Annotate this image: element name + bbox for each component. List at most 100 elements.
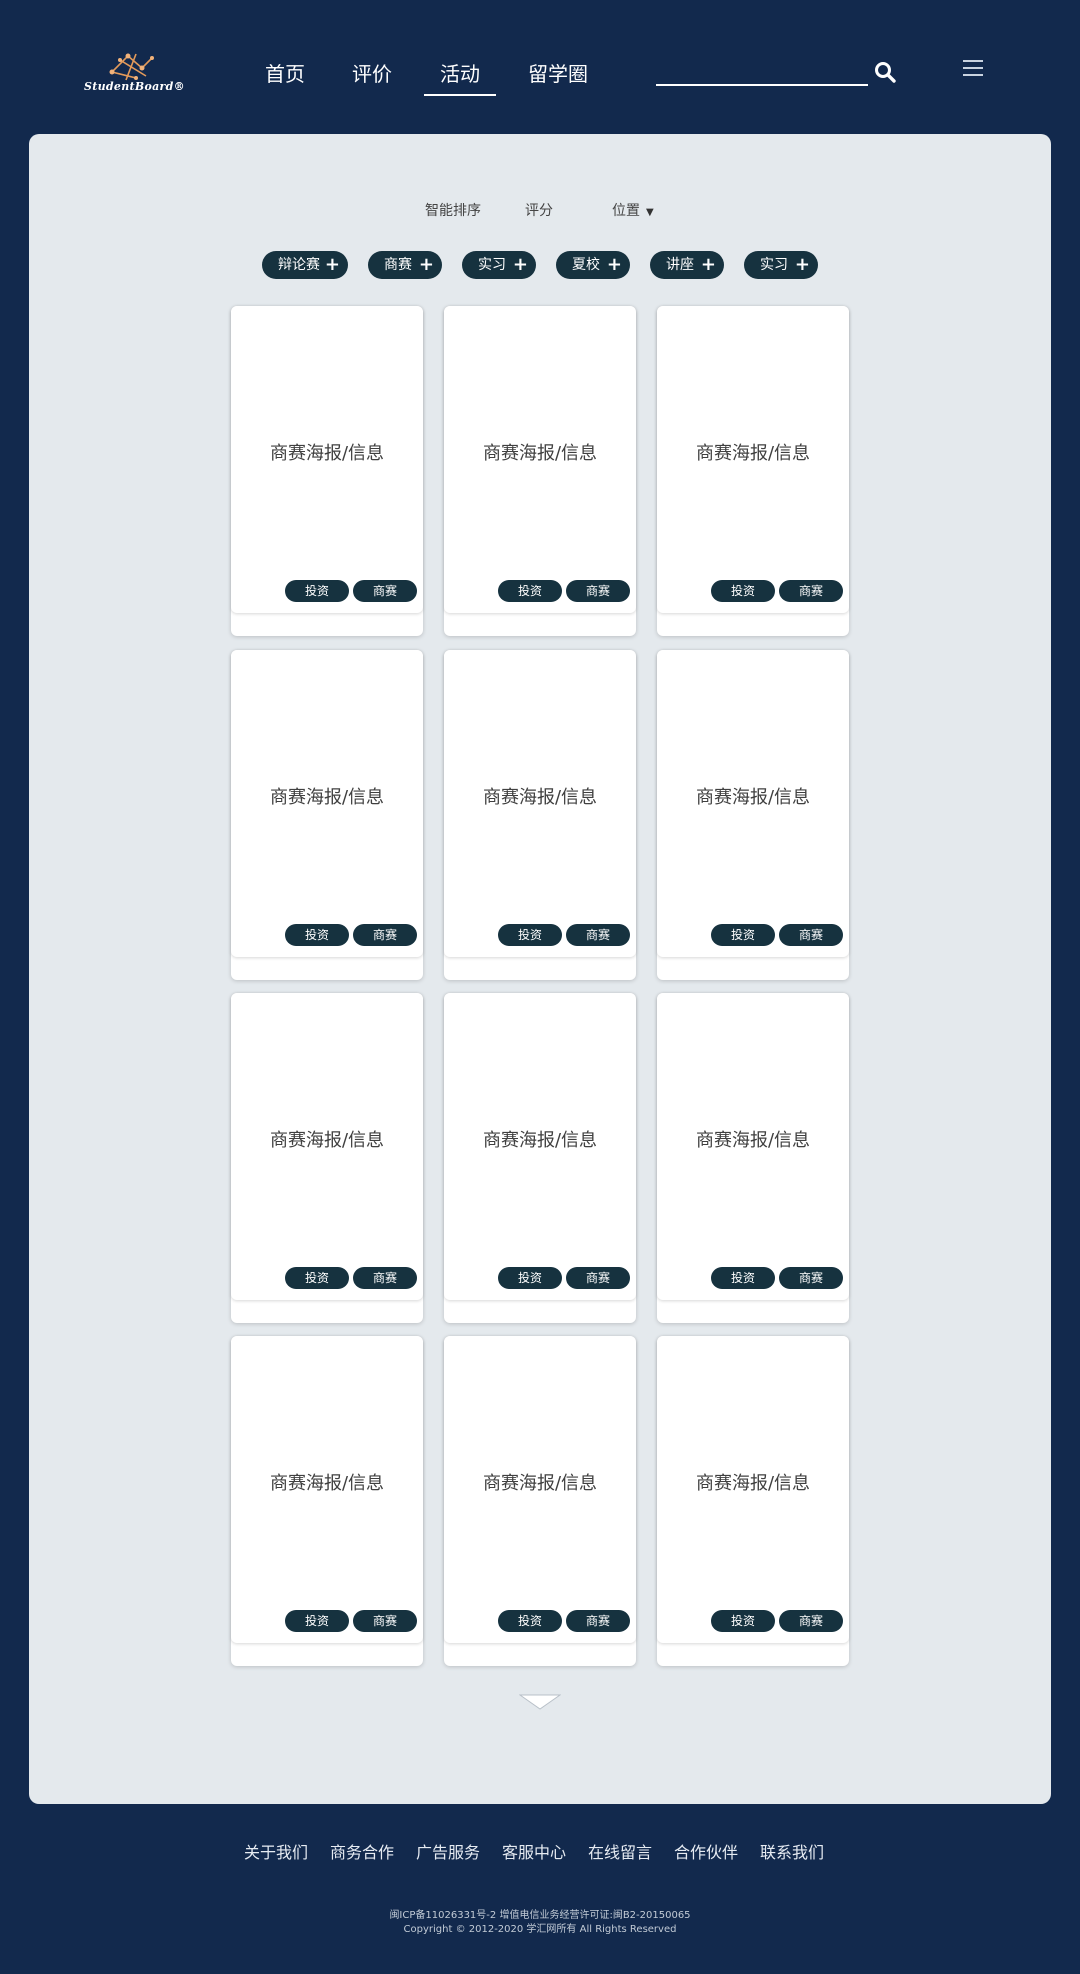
nav-activities[interactable]: 活动: [424, 58, 496, 96]
caret-down-icon: ▼: [646, 207, 654, 218]
tag-internship-2[interactable]: 实习 +: [744, 251, 818, 279]
footer-link-partners[interactable]: 合作伙伴: [674, 1843, 739, 1862]
card-tag-investment[interactable]: 投资: [711, 1610, 775, 1632]
sort-smart[interactable]: 智能排序: [425, 203, 481, 219]
card-title: 商赛海报/信息: [269, 1130, 385, 1151]
card-tag-business-competition[interactable]: 商赛: [779, 580, 843, 602]
plus-icon: +: [324, 254, 340, 275]
card-tag-investment[interactable]: 投资: [285, 1267, 349, 1289]
tag-internship[interactable]: 实习 +: [462, 251, 536, 279]
tag-label: 辩论赛: [278, 257, 320, 273]
activity-card[interactable]: 商赛海报/信息 投资 商赛: [444, 306, 636, 636]
activity-card[interactable]: 商赛海报/信息 投资 商赛: [231, 650, 423, 980]
card-tag-business-competition[interactable]: 商赛: [566, 924, 630, 946]
card-tag-investment[interactable]: 投资: [285, 1610, 349, 1632]
copyright: Copyright © 2012-2020 学汇网所有 All Rights R…: [403, 1924, 677, 1935]
sort-bar: 智能排序 评分 位置 ▼: [0, 200, 1080, 220]
tag-label: 实习: [760, 257, 788, 273]
activity-card[interactable]: 商赛海报/信息 投资 商赛: [444, 1336, 636, 1666]
activity-card[interactable]: 商赛海报/信息 投资 商赛: [657, 993, 849, 1323]
activity-card[interactable]: 商赛海报/信息 投资 商赛: [231, 306, 423, 636]
card-tag-business-competition[interactable]: 商赛: [779, 924, 843, 946]
activity-card[interactable]: 商赛海报/信息 投资 商赛: [657, 650, 849, 980]
plus-icon: +: [512, 254, 528, 275]
tag-label: 夏校: [572, 257, 600, 273]
card-tag-business-competition[interactable]: 商赛: [353, 1267, 417, 1289]
card-title: 商赛海报/信息: [695, 787, 811, 808]
card-tag-investment[interactable]: 投资: [285, 924, 349, 946]
site-logo[interactable]: StudentBoard®: [82, 50, 192, 100]
search-underline: [656, 84, 868, 86]
footer-link-ads[interactable]: 广告服务: [416, 1843, 481, 1862]
nav-study-abroad-circle[interactable]: 留学圈: [528, 62, 588, 86]
card-title: 商赛海报/信息: [482, 1130, 598, 1151]
card-tag-business-competition[interactable]: 商赛: [353, 924, 417, 946]
nav-reviews[interactable]: 评价: [352, 62, 392, 86]
card-tag-business-competition[interactable]: 商赛: [353, 1610, 417, 1632]
sort-rating[interactable]: 评分: [525, 203, 553, 219]
card-front: 商赛海报/信息 投资 商赛: [444, 1336, 636, 1643]
card-title: 商赛海报/信息: [482, 787, 598, 808]
tag-lecture[interactable]: 讲座 +: [650, 251, 724, 279]
card-tag-investment[interactable]: 投资: [711, 1267, 775, 1289]
card-front: 商赛海报/信息 投资 商赛: [657, 993, 849, 1300]
search-icon[interactable]: [873, 60, 897, 84]
card-front: 商赛海报/信息 投资 商赛: [657, 1336, 849, 1643]
tag-label: 商赛: [384, 257, 412, 273]
card-tag-investment[interactable]: 投资: [711, 580, 775, 602]
activity-card[interactable]: 商赛海报/信息 投资 商赛: [657, 1336, 849, 1666]
footer-link-contact[interactable]: 联系我们: [760, 1843, 825, 1862]
tag-summer-school[interactable]: 夏校 +: [556, 251, 630, 279]
sort-location-label: 位置: [612, 203, 640, 219]
footer-link-message[interactable]: 在线留言: [588, 1843, 653, 1862]
card-front: 商赛海报/信息 投资 商赛: [231, 1336, 423, 1643]
card-tag-investment[interactable]: 投资: [498, 1610, 562, 1632]
card-tag-investment[interactable]: 投资: [498, 580, 562, 602]
tag-label: 讲座: [666, 257, 694, 273]
card-title: 商赛海报/信息: [482, 1473, 598, 1494]
card-front: 商赛海报/信息 投资 商赛: [231, 993, 423, 1300]
tag-business-competition[interactable]: 商赛 +: [368, 251, 442, 279]
card-tag-investment[interactable]: 投资: [498, 1267, 562, 1289]
card-tag-investment[interactable]: 投资: [498, 924, 562, 946]
activity-card[interactable]: 商赛海报/信息 投资 商赛: [231, 993, 423, 1323]
activity-card[interactable]: 商赛海报/信息 投资 商赛: [657, 306, 849, 636]
tag-label: 实习: [478, 257, 506, 273]
card-title: 商赛海报/信息: [482, 443, 598, 464]
tag-debate[interactable]: 辩论赛 +: [262, 251, 348, 279]
sort-location[interactable]: 位置 ▼: [612, 200, 654, 220]
card-tag-business-competition[interactable]: 商赛: [353, 580, 417, 602]
card-title: 商赛海报/信息: [269, 787, 385, 808]
plus-icon: +: [700, 254, 716, 275]
card-tag-business-competition[interactable]: 商赛: [566, 1267, 630, 1289]
card-tag-investment[interactable]: 投资: [711, 924, 775, 946]
card-tag-business-competition[interactable]: 商赛: [779, 1267, 843, 1289]
card-tag-business-competition[interactable]: 商赛: [779, 1610, 843, 1632]
card-front: 商赛海报/信息 投资 商赛: [444, 650, 636, 957]
load-more-chevron-icon[interactable]: [518, 1694, 562, 1710]
card-front: 商赛海报/信息 投资 商赛: [444, 306, 636, 613]
card-tag-investment[interactable]: 投资: [285, 580, 349, 602]
plus-icon: +: [418, 254, 434, 275]
plus-icon: +: [606, 254, 622, 275]
card-title: 商赛海报/信息: [269, 1473, 385, 1494]
card-tag-business-competition[interactable]: 商赛: [566, 580, 630, 602]
site-header: StudentBoard® 首页 评价 活动 留学圈: [0, 0, 1080, 130]
activity-card[interactable]: 商赛海报/信息 投资 商赛: [231, 1336, 423, 1666]
activity-card[interactable]: 商赛海报/信息 投资 商赛: [444, 993, 636, 1323]
menu-icon[interactable]: [963, 60, 983, 76]
footer-links: 关于我们 商务合作 广告服务 客服中心 在线留言 合作伙伴 联系我们: [0, 1839, 1080, 1863]
footer-link-support[interactable]: 客服中心: [502, 1843, 567, 1862]
icp-license: 闽ICP备11026331号-2 增值电信业务经营许可证:闽B2-2015006…: [389, 1910, 691, 1921]
footer-link-about[interactable]: 关于我们: [244, 1843, 309, 1862]
card-front: 商赛海报/信息 投资 商赛: [231, 306, 423, 613]
card-title: 商赛海报/信息: [695, 1473, 811, 1494]
search-input[interactable]: [656, 60, 872, 86]
card-front: 商赛海报/信息 投资 商赛: [231, 650, 423, 957]
activity-card[interactable]: 商赛海报/信息 投资 商赛: [444, 650, 636, 980]
footer-link-business[interactable]: 商务合作: [330, 1843, 395, 1862]
nav-home[interactable]: 首页: [265, 62, 305, 86]
card-front: 商赛海报/信息 投资 商赛: [657, 306, 849, 613]
card-title: 商赛海报/信息: [695, 443, 811, 464]
card-tag-business-competition[interactable]: 商赛: [566, 1610, 630, 1632]
